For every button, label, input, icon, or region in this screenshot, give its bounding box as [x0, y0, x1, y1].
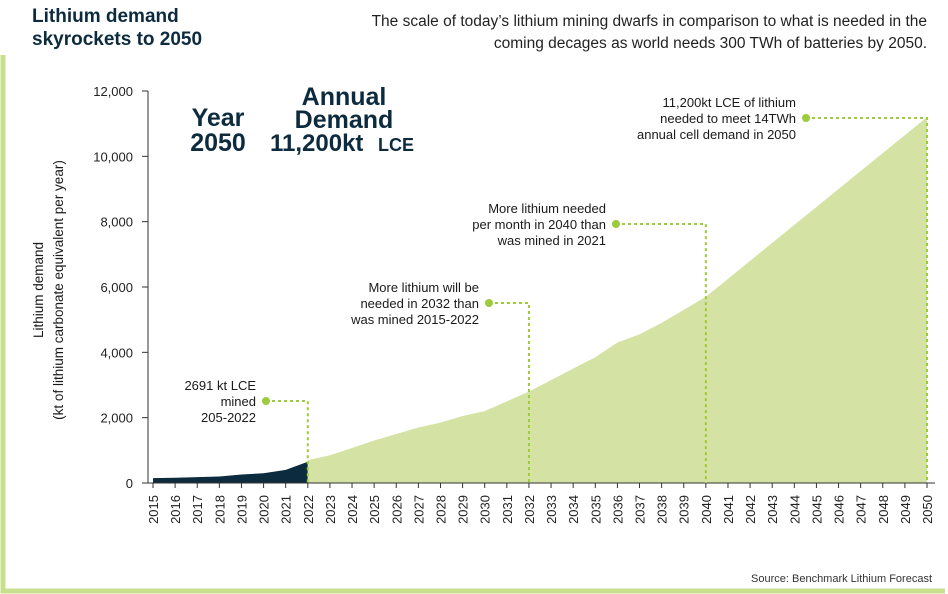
- y-tick-label: 12,000: [93, 84, 133, 99]
- highlight-demand: LCE: [378, 135, 414, 155]
- x-tick-label: 2036: [610, 495, 625, 524]
- x-tick-label: 2041: [721, 495, 736, 524]
- annotation-text: needed in 2032 than: [360, 296, 479, 311]
- x-tick-label: 2032: [522, 495, 537, 524]
- annotation-text: More lithium needed: [488, 201, 606, 216]
- source: Source: Benchmark Lithium Forecast: [751, 573, 932, 585]
- x-tick-label: 2030: [478, 495, 493, 524]
- y-tick-label: 8,000: [100, 215, 133, 230]
- highlight-demand: Demand: [295, 106, 394, 134]
- x-tick-label: 2045: [809, 495, 824, 524]
- x-tick-label: 2021: [279, 495, 294, 524]
- annotation-text: 205-2022: [201, 410, 256, 425]
- x-tick-label: 2018: [212, 495, 227, 524]
- x-tick-label: 2029: [456, 495, 471, 524]
- x-tick-label: 2025: [367, 495, 382, 524]
- annotation-text: mined: [221, 394, 256, 409]
- area: [307, 117, 927, 483]
- x-tick-label: 2049: [898, 495, 913, 524]
- x-tick-label: 2037: [633, 495, 648, 524]
- highlight-demand: Annual: [302, 83, 387, 111]
- x-tick-label: 2027: [411, 495, 426, 524]
- y-tick-label: 10,000: [93, 149, 133, 164]
- annotation-text: 2691 kt LCE: [184, 378, 256, 393]
- x-tick-label: 2035: [588, 495, 603, 524]
- annotation-leader: [266, 400, 309, 483]
- area: [153, 461, 308, 483]
- subtitle: The scale of today’s lithium mining dwar…: [372, 13, 927, 30]
- y-tick-label: 6,000: [100, 280, 133, 295]
- highlight-year: 2050: [190, 129, 246, 157]
- title: Lithium demand: [32, 6, 179, 27]
- y-axis-label: Lithium demand: [31, 242, 46, 338]
- x-tick-label: 2017: [190, 495, 205, 524]
- x-tick-label: 2046: [832, 495, 847, 524]
- x-tick-label: 2047: [854, 495, 869, 524]
- title: skyrockets to 2050: [32, 29, 202, 50]
- x-tick-label: 2022: [301, 495, 316, 524]
- annotation-text: was mined 2015-2022: [350, 312, 479, 327]
- x-tick-label: 2024: [345, 495, 360, 524]
- annotation-leader: [489, 302, 530, 483]
- annotation-text: More lithium will be: [368, 280, 479, 295]
- subtitle: coming decages as world needs 300 TWh of…: [494, 35, 927, 52]
- highlight-year: Year: [192, 104, 245, 132]
- x-tick-label: 2039: [677, 495, 692, 524]
- annotation-text: per month in 2040 than: [472, 217, 606, 232]
- x-tick-label: 2028: [433, 495, 448, 524]
- x-tick-label: 2038: [655, 495, 670, 524]
- x-tick-label: 2020: [257, 495, 272, 524]
- x-tick-label: 2034: [566, 495, 581, 524]
- x-tick-label: 2043: [765, 495, 780, 524]
- x-tick-label: 2042: [743, 495, 758, 524]
- x-tick-label: 2016: [168, 495, 183, 524]
- x-tick-label: 2026: [389, 495, 404, 524]
- y-tick-label: 4,000: [100, 345, 133, 360]
- x-tick-label: 2031: [500, 495, 515, 524]
- annotation-dot: [612, 220, 620, 228]
- y-tick-label: 2,000: [100, 411, 133, 426]
- annotation-text: annual cell demand in 2050: [637, 127, 796, 142]
- x-tick-label: 2033: [544, 495, 559, 524]
- y-axis-label: (kt of lithium carbonate equivalent per …: [51, 160, 66, 420]
- x-tick-label: 2050: [920, 495, 935, 524]
- annotation-leader: [806, 117, 928, 483]
- x-tick-label: 2015: [146, 495, 161, 524]
- annotation-text: 11,200kt LCE of lithium: [663, 95, 796, 110]
- x-tick-label: 2019: [234, 495, 249, 524]
- annotation-dot: [802, 114, 810, 122]
- highlight-demand: 11,200kt: [270, 130, 363, 157]
- x-tick-label: 2040: [699, 495, 714, 524]
- annotation-dot: [485, 299, 493, 307]
- x-tick-label: 2023: [323, 495, 338, 524]
- annotation-text: was mined in 2021: [497, 233, 606, 248]
- annotation-dot: [262, 397, 270, 405]
- annotation-text: needed to meet 14TWh: [660, 111, 796, 126]
- x-tick-label: 2044: [787, 495, 802, 524]
- x-tick-label: 2048: [876, 495, 891, 524]
- y-tick-label: 0: [126, 476, 133, 491]
